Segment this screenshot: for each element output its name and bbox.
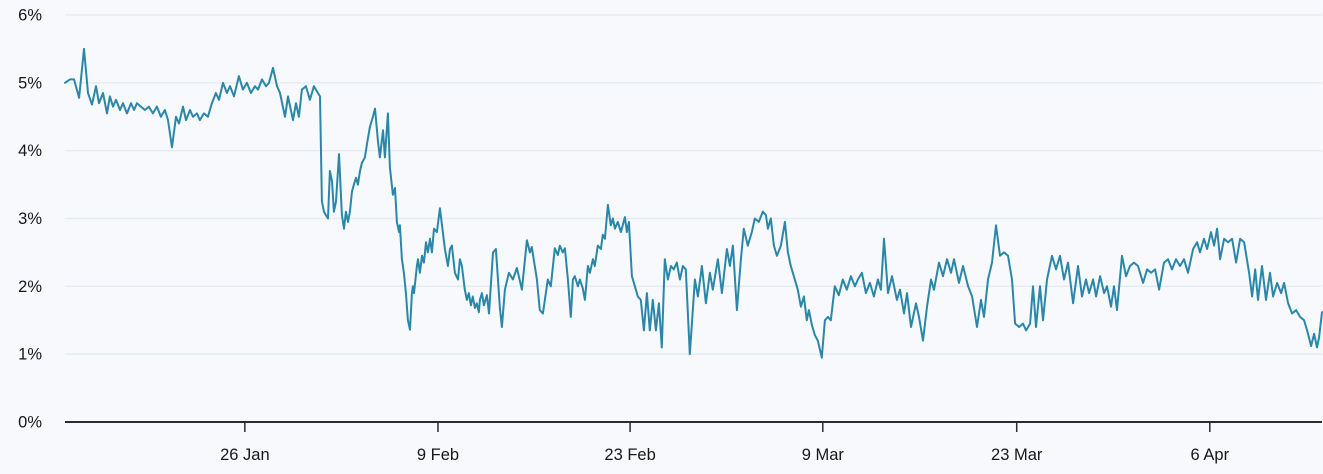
y-axis-tick-label: 5% (18, 74, 42, 92)
x-axis-tick-label: 6 Apr (1191, 446, 1230, 464)
y-axis-tick-label: 4% (18, 142, 42, 160)
x-axis-tick-label: 9 Feb (417, 446, 459, 464)
x-axis-tick-label: 9 Mar (802, 446, 845, 464)
x-axis-tick-label: 23 Mar (991, 446, 1043, 464)
y-axis-tick-label: 2% (18, 278, 42, 296)
x-axis-tick-label: 26 Jan (220, 446, 270, 464)
y-axis-tick-label: 3% (18, 210, 42, 228)
trend-line (64, 47, 1323, 359)
x-axis-tick-label: 23 Feb (604, 446, 655, 464)
y-axis-tick-label: 0% (18, 414, 42, 432)
y-axis-tick-label: 1% (18, 346, 42, 364)
y-axis-tick-label: 6% (18, 7, 42, 25)
